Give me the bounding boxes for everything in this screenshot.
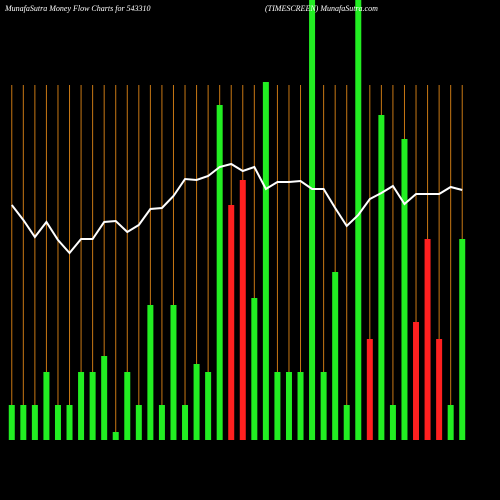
bar: [112, 432, 119, 440]
chart-subtitle: (TIMESCREEN) MunafaSutra.com: [265, 4, 378, 13]
bar: [401, 139, 408, 440]
bar: [389, 405, 396, 440]
money-flow-line: [10, 162, 463, 255]
bar: [54, 405, 61, 440]
bar: [124, 372, 131, 440]
bar: [135, 405, 142, 440]
bar: [378, 115, 385, 440]
chart-title: MunafaSutra Money Flow Charts for 543310: [4, 4, 151, 13]
bar: [309, 0, 316, 440]
bar: [20, 405, 27, 440]
bar: [343, 405, 350, 440]
bar: [239, 180, 246, 440]
bar: [436, 339, 443, 440]
bar: [332, 272, 339, 440]
bar: [297, 372, 304, 440]
bar: [193, 364, 200, 440]
bar: [31, 405, 38, 440]
bar: [459, 239, 466, 440]
bar: [285, 372, 292, 440]
bar: [170, 305, 177, 440]
bar: [274, 372, 281, 440]
bar: [78, 372, 85, 440]
bar: [101, 356, 108, 440]
bar: [158, 405, 165, 440]
bar: [228, 205, 235, 440]
bar: [366, 339, 373, 440]
bar: [413, 322, 420, 440]
bar: [89, 372, 96, 440]
bar: [320, 372, 327, 440]
marks: [8, 0, 466, 440]
bar: [43, 372, 50, 440]
bar: [424, 239, 431, 440]
bar: [447, 405, 454, 440]
bar: [205, 372, 212, 440]
bar: [182, 405, 189, 440]
bar: [262, 82, 269, 440]
bar: [147, 305, 154, 440]
bar: [8, 405, 15, 440]
bar: [355, 0, 362, 440]
bar: [66, 405, 73, 440]
bar: [216, 105, 223, 440]
bar: [251, 298, 258, 440]
